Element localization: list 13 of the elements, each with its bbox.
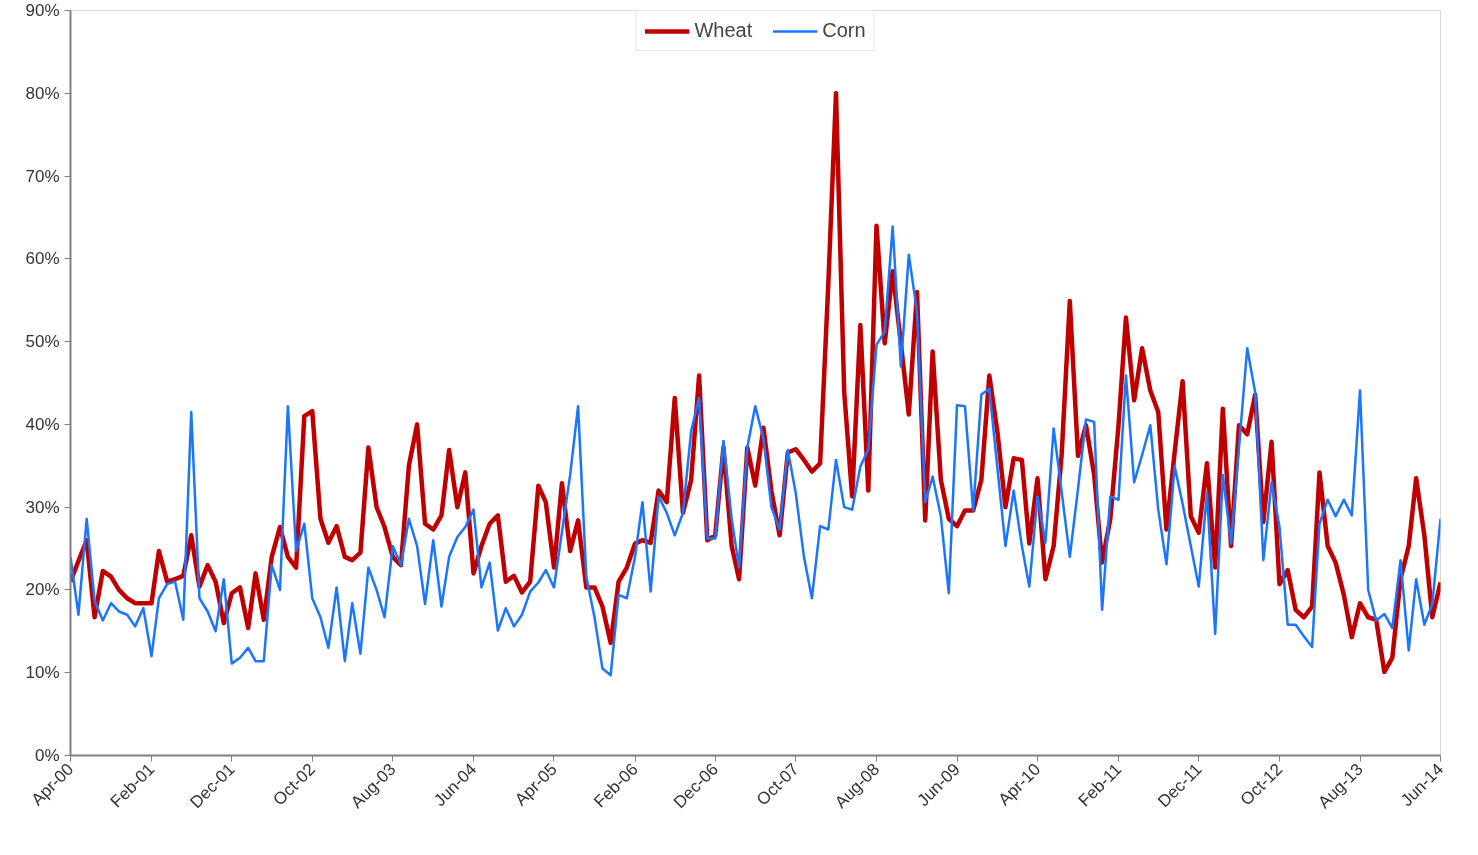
y-tick-label: 80% — [25, 83, 60, 103]
y-tick-label: 0% — [34, 746, 60, 765]
y-tick-label: 40% — [25, 414, 60, 434]
legend-label: Corn — [822, 19, 866, 42]
y-tick-label: 90% — [25, 1, 60, 20]
y-tick-label: 50% — [25, 332, 60, 352]
y-tick-label: 20% — [25, 580, 60, 600]
legend-label: Wheat — [694, 19, 753, 42]
y-tick-label: 10% — [25, 663, 60, 683]
y-tick-label: 30% — [25, 497, 60, 517]
line-series — [70, 225, 1441, 677]
y-tick-label: 70% — [25, 166, 60, 186]
y-tick-label: 60% — [25, 249, 60, 269]
